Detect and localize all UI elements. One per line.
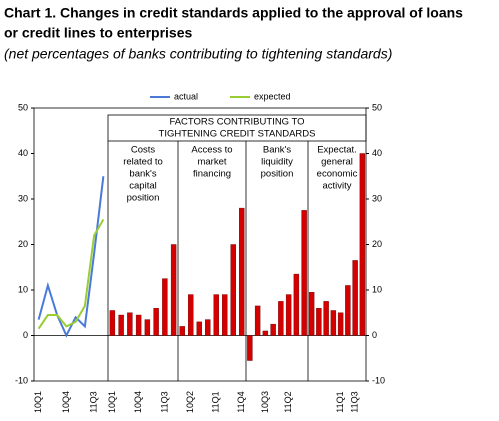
x-tick-label: 11Q1 (335, 391, 345, 412)
line (37, 218, 105, 330)
bar (179, 326, 185, 336)
bar (239, 207, 245, 336)
x-tick-label: 11Q1 (211, 391, 221, 412)
x-tick-label: 10Q1 (33, 391, 43, 413)
bar (127, 312, 133, 336)
bar (270, 323, 276, 336)
panel-title: bank's (129, 169, 156, 180)
panel-title: capital (129, 181, 156, 192)
panel-title: position (261, 169, 294, 180)
panel-title: activity (322, 181, 351, 192)
header-text: FACTORS CONTRIBUTING TO (169, 117, 304, 128)
chart-title: or credit lines to enterprises (4, 25, 192, 41)
panel-title: market (197, 157, 226, 168)
y-tick-label: 0 (23, 330, 28, 340)
y-tick-label: 50 (18, 102, 28, 112)
bar (254, 305, 261, 336)
y-tick-label: 30 (18, 193, 28, 203)
bar (359, 153, 366, 336)
bar (205, 319, 211, 336)
line (37, 176, 105, 338)
bar (162, 278, 168, 336)
header-box (107, 114, 367, 142)
bar (308, 292, 315, 336)
y2-tick-label: -10 (372, 375, 385, 385)
x-tick-label: 11Q3 (159, 391, 169, 412)
x-tick-label: 11Q4 (236, 391, 246, 412)
bar (293, 273, 300, 336)
bar (230, 244, 236, 336)
bar (144, 319, 151, 336)
y2-tick-label: 0 (372, 330, 377, 340)
bar (278, 301, 284, 336)
panel-title: liquidity (261, 157, 293, 168)
x-tick-label: 11Q3 (89, 391, 99, 412)
bar (188, 294, 194, 336)
chart-title: Chart 1. Changes in credit standards app… (4, 5, 463, 21)
panel-title: Expectat. (317, 145, 357, 156)
header-text: TIGHTENING CREDIT STANDARDS (159, 129, 316, 140)
y2-tick-label: 30 (372, 193, 382, 203)
y2-tick-label: 50 (372, 102, 382, 112)
x-tick-label: 10Q1 (107, 391, 117, 413)
bar (222, 294, 228, 336)
bar (330, 310, 337, 336)
panel-title: economic (317, 169, 358, 180)
x-tick-label: 10Q3 (260, 391, 270, 413)
panel-title: financing (193, 169, 231, 180)
legend-label: actual (174, 91, 198, 101)
bar (352, 260, 358, 336)
bar (109, 310, 116, 336)
bar (345, 285, 351, 336)
bar (196, 321, 202, 336)
bar (262, 330, 269, 336)
panel-title: position (127, 193, 160, 204)
bar (118, 314, 124, 336)
x-tick-label: 11Q3 (350, 391, 360, 412)
x-tick-label: 10Q4 (133, 391, 143, 413)
bar (285, 294, 292, 336)
y2-tick-label: 10 (372, 284, 382, 294)
bar (247, 335, 253, 361)
panel-title: Bank's (263, 145, 291, 156)
y-tick-label: 20 (18, 239, 28, 249)
panel-title: Costs (131, 145, 156, 156)
bar (213, 294, 219, 336)
bar (170, 244, 177, 336)
bar (153, 308, 159, 336)
y-tick-label: 10 (18, 284, 28, 294)
panel-title: general (321, 157, 353, 168)
panel-title: related to (123, 157, 163, 168)
bar (135, 314, 142, 336)
x-tick-label: 10Q2 (185, 391, 195, 413)
y2-tick-label: 20 (372, 239, 382, 249)
bar (337, 312, 344, 336)
bar (301, 210, 307, 336)
legend-label: expected (254, 91, 291, 101)
chart-subtitle: (net percentages of banks contributing t… (4, 46, 392, 62)
y-tick-label: -10 (15, 375, 28, 385)
bar (323, 301, 329, 336)
x-tick-label: 11Q2 (283, 391, 293, 412)
bar (316, 308, 322, 336)
x-tick-label: 10Q4 (61, 391, 71, 413)
y-tick-label: 40 (18, 148, 28, 158)
panel-title: Access to (191, 145, 232, 156)
y2-tick-label: 40 (372, 148, 382, 158)
